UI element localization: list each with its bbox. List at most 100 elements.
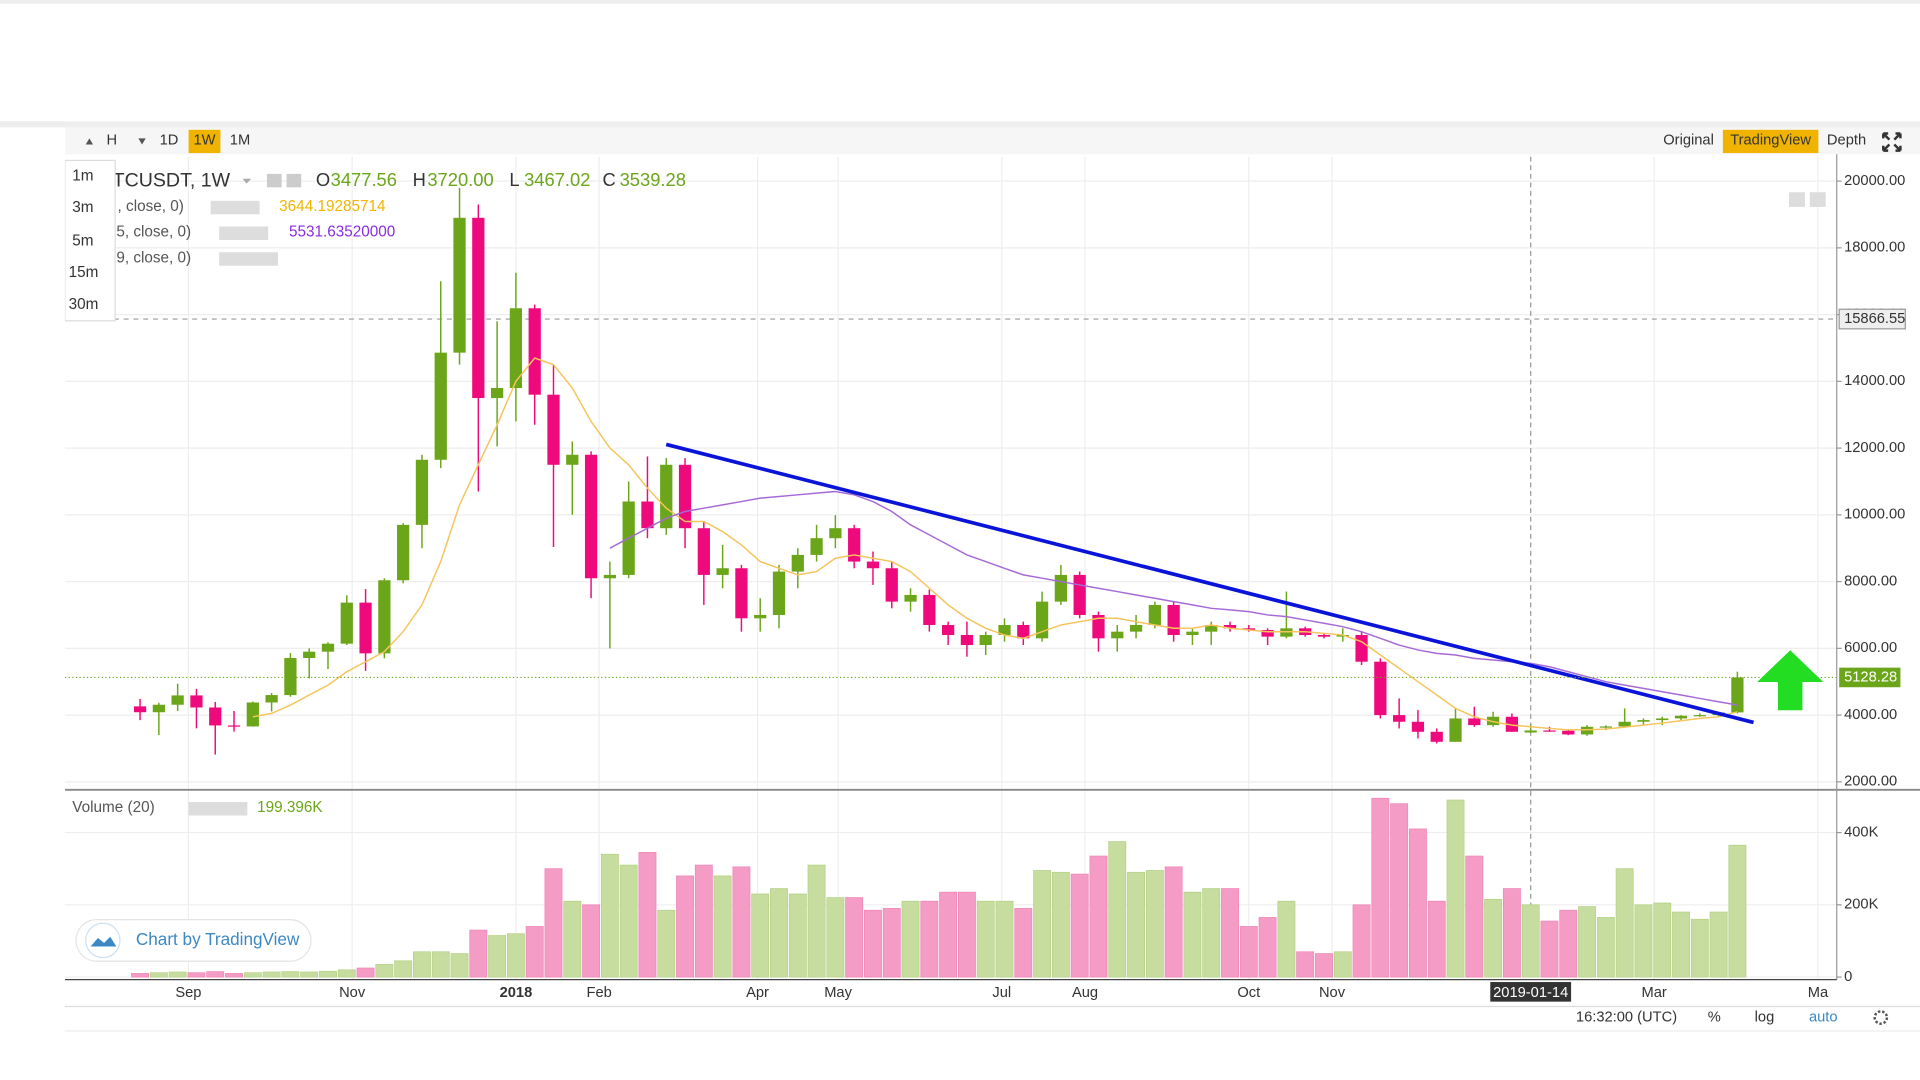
resolution-item[interactable]: 30m (69, 296, 99, 313)
bottom-margin (0, 1031, 1920, 1080)
candle-body (1393, 715, 1406, 722)
candle-body (942, 624, 955, 635)
candle-body (490, 388, 504, 399)
candle-body (1148, 604, 1161, 625)
candle-body (754, 614, 767, 619)
candle-body (133, 706, 147, 713)
view-tradingview[interactable]: TradingView (1730, 133, 1811, 149)
status-log[interactable]: log (1755, 1009, 1775, 1025)
volume-bar (1051, 871, 1070, 978)
candle-body (1543, 730, 1556, 732)
moving-average-line (252, 357, 1738, 731)
scroll-icon[interactable] (1788, 192, 1805, 207)
volume-bar (1690, 918, 1709, 978)
volume-bar (563, 900, 582, 978)
fullscreen-icon[interactable] (1882, 132, 1902, 152)
resolution-item[interactable]: 3m (72, 199, 93, 216)
resolution-item[interactable]: 5m (72, 232, 93, 249)
settings-icon[interactable] (1873, 1010, 1889, 1025)
low-value: 3467.02 (524, 169, 590, 190)
candle-body (810, 538, 823, 555)
up-arrow-annotation (1757, 650, 1824, 711)
settings-icon[interactable] (266, 173, 282, 188)
indicator-icons[interactable] (219, 252, 278, 266)
interval-1w[interactable]: 1W (193, 133, 215, 149)
candle-body (321, 643, 335, 652)
top-edge (0, 0, 1920, 4)
candle-body (1073, 574, 1086, 615)
volume-bar (864, 909, 882, 978)
indicator-icons[interactable] (219, 226, 269, 240)
volume-bar (676, 875, 694, 978)
trendline (665, 442, 1754, 725)
volume-bar (1502, 888, 1521, 978)
dropdown-icon[interactable] (138, 138, 146, 145)
candle-body (697, 528, 710, 575)
volume-bar (1446, 799, 1465, 978)
volume-bar (1465, 855, 1484, 978)
open-label: O (316, 169, 330, 190)
volume-bar (582, 904, 601, 978)
volume-value: 199.396K (257, 799, 323, 816)
candle-body (1486, 716, 1500, 726)
open-value: 3477.56 (331, 169, 397, 190)
candle-body (190, 695, 203, 708)
candle-body (378, 580, 391, 654)
view-depth[interactable]: Depth (1827, 133, 1866, 149)
candle-body (1035, 601, 1049, 639)
volume-bar (1653, 902, 1672, 978)
volume-bar (149, 972, 168, 978)
volume-bar (413, 951, 431, 978)
status-percent[interactable]: % (1708, 1009, 1721, 1025)
indicator-icons[interactable] (188, 802, 248, 816)
branding-badge[interactable] (75, 918, 312, 962)
scroll-icon[interactable] (1809, 192, 1826, 207)
view-original[interactable]: Original (1663, 133, 1714, 149)
volume-bar (1540, 920, 1559, 978)
volume-bar (469, 929, 488, 978)
volume-bar (1183, 891, 1202, 978)
volume-bar (281, 971, 300, 978)
dropdown-icon[interactable] (242, 178, 252, 184)
volume-bar (1427, 900, 1446, 978)
close-label: C (602, 169, 615, 190)
x-tick-label: Feb (586, 985, 611, 1001)
volume-bar (243, 972, 262, 978)
status-auto[interactable]: auto (1809, 1009, 1838, 1025)
volume-bar (770, 888, 788, 978)
branding-text[interactable]: Chart by TradingView (136, 929, 300, 949)
volume-bar (976, 900, 995, 978)
high-label: H (413, 169, 426, 190)
candle-body (735, 568, 748, 619)
indicator-icons[interactable] (210, 200, 260, 215)
volume-bar (939, 891, 958, 978)
candle-body (1223, 624, 1237, 629)
interval-h[interactable]: H (107, 133, 118, 149)
candle-body (960, 634, 974, 646)
indicator-value: 3644.19285714 (279, 198, 386, 215)
candle-body (848, 528, 861, 562)
candle-body (303, 651, 316, 659)
volume-bar (694, 864, 713, 978)
candle-body (998, 624, 1011, 635)
separator (0, 121, 1920, 128)
volume-bar (901, 900, 920, 978)
candle-body (246, 702, 259, 727)
volume-bar (1615, 868, 1634, 978)
candle-body (1355, 634, 1368, 662)
high-value: 3720.00 (427, 169, 493, 190)
resolution-item[interactable]: 15m (69, 264, 99, 281)
candle-body (1111, 631, 1124, 639)
interval-1d[interactable]: 1D (160, 133, 179, 149)
candle-body (1280, 628, 1293, 637)
volume-bar (1521, 904, 1540, 978)
volume-bar (957, 891, 976, 978)
candle-body (1524, 730, 1537, 733)
resolution-item[interactable]: 1m (72, 167, 93, 184)
candle-body (772, 571, 786, 615)
settings-icon[interactable] (286, 173, 302, 188)
volume-bar (713, 875, 732, 978)
volume-bar (920, 900, 939, 978)
interval-1m[interactable]: 1M (230, 133, 250, 149)
candle-body (453, 217, 466, 353)
